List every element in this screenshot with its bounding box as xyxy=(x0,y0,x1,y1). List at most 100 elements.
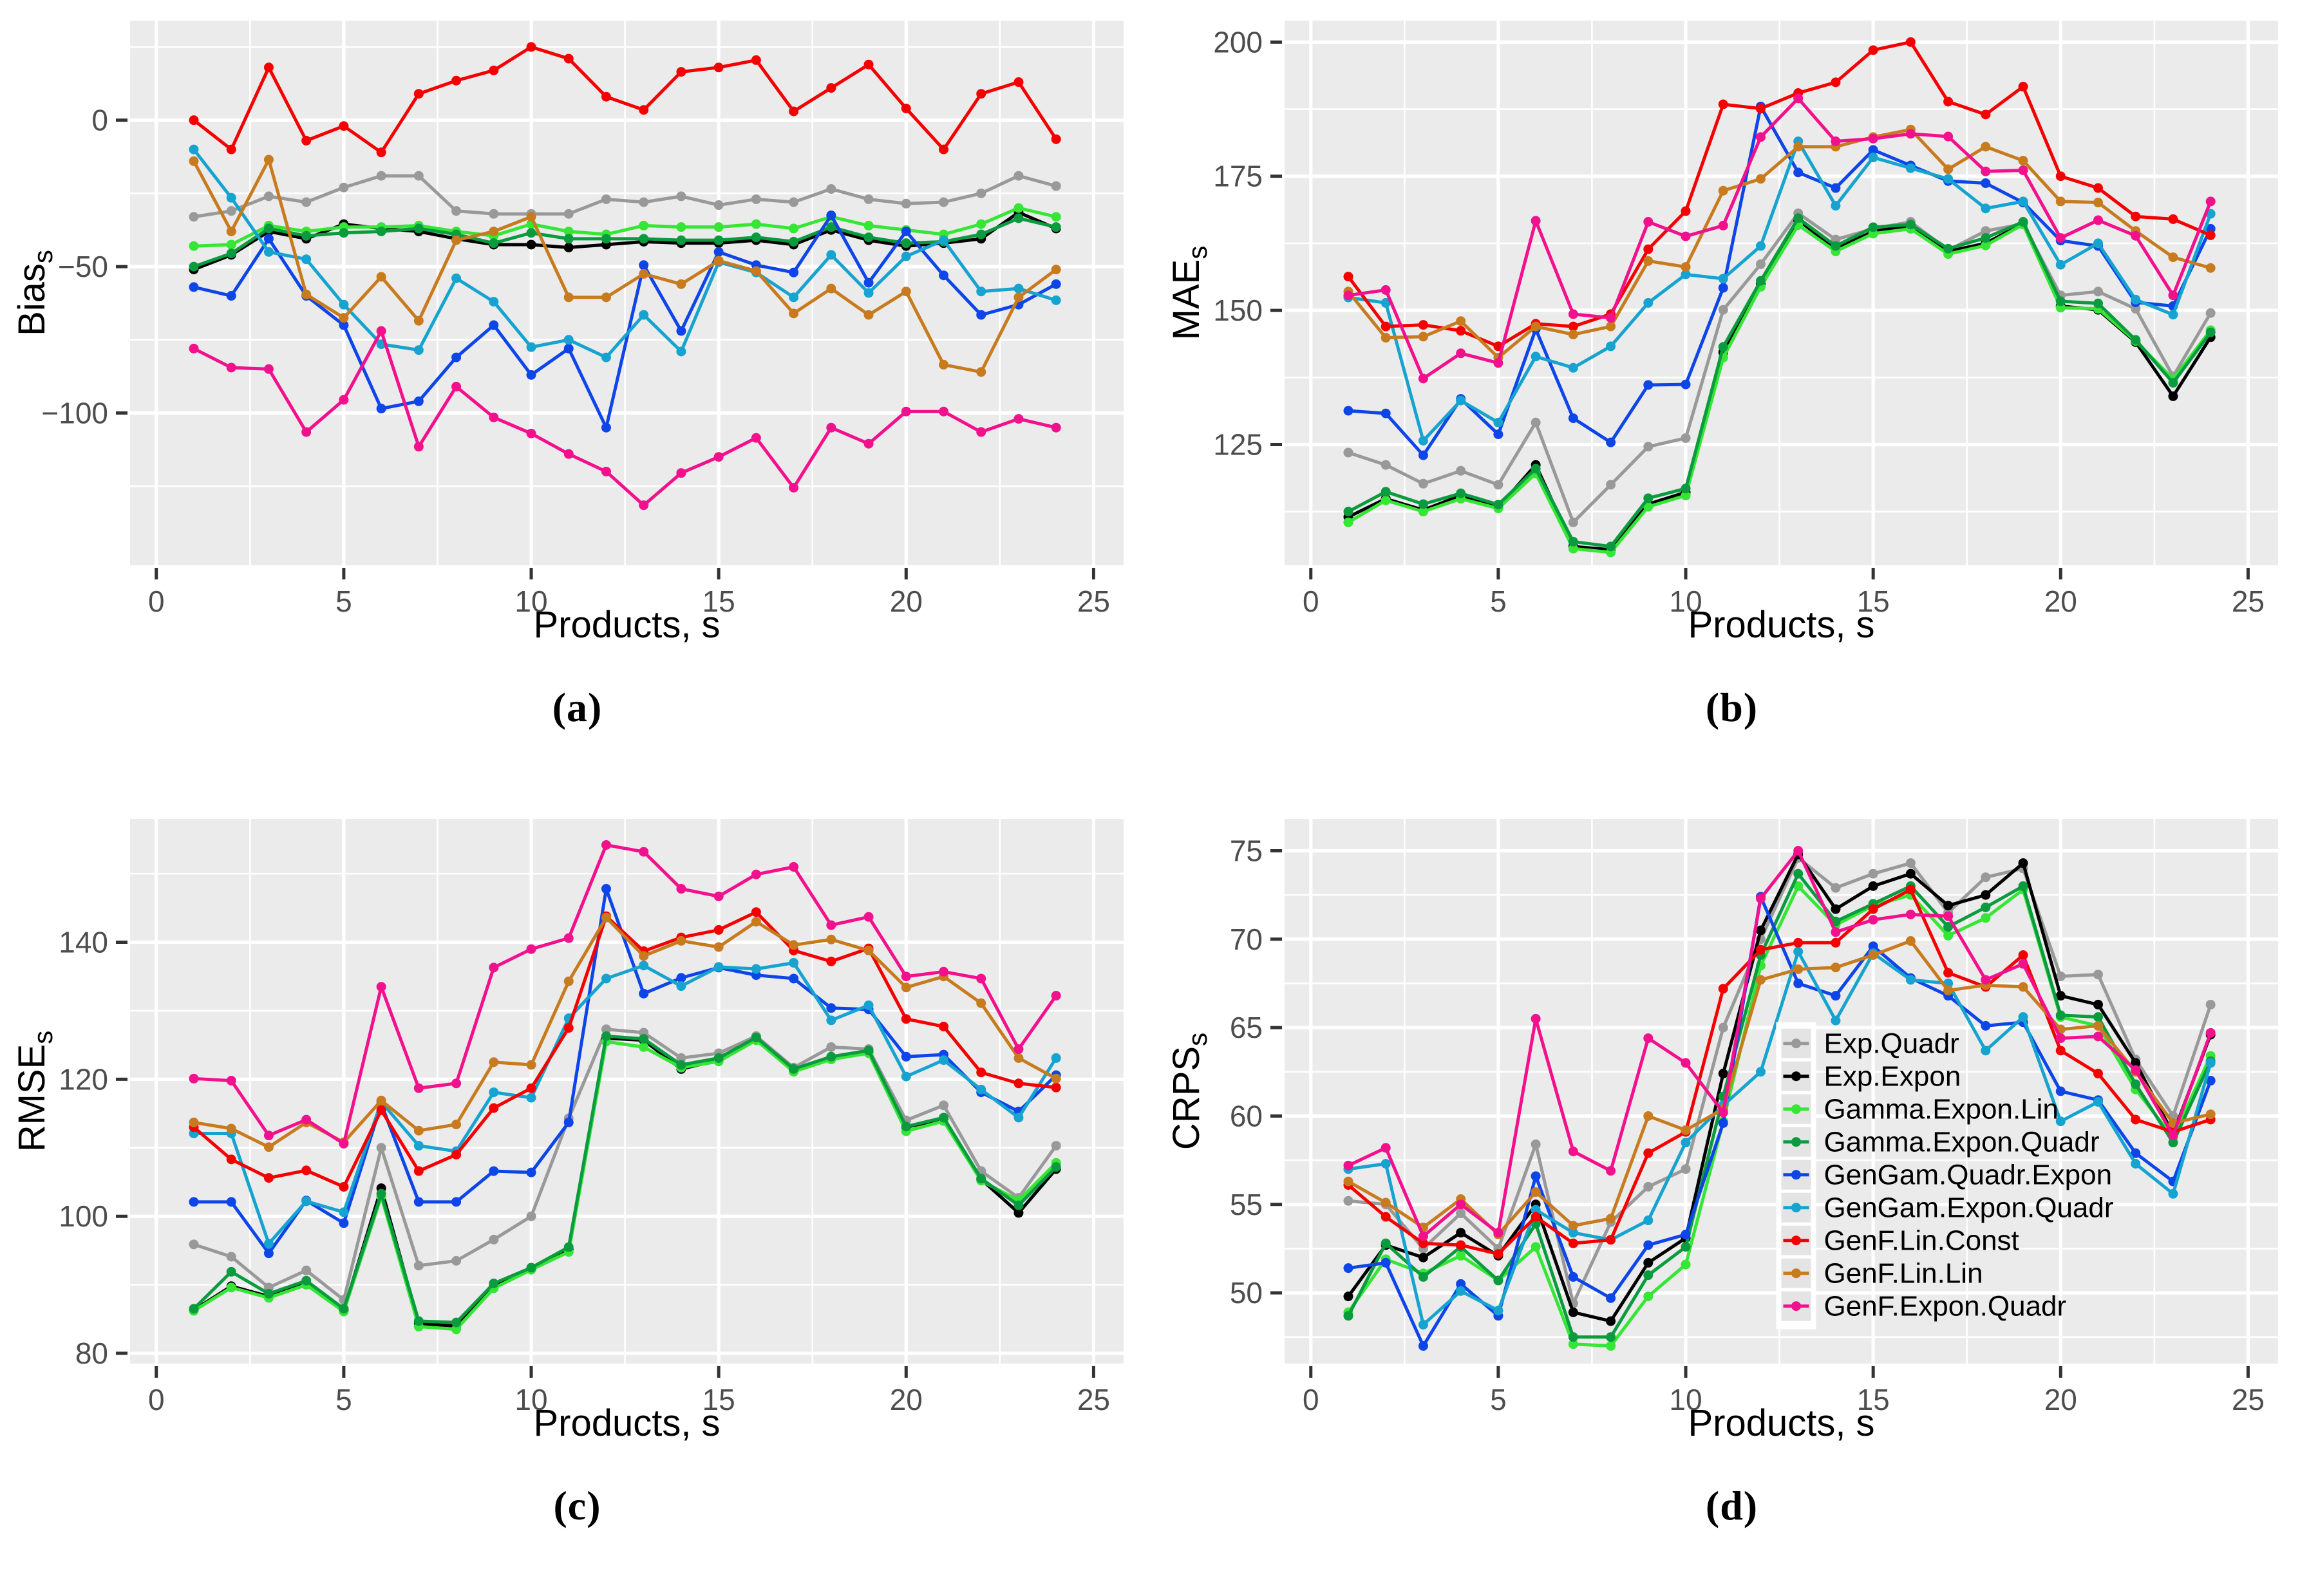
series-point xyxy=(1643,1148,1653,1158)
series-point xyxy=(1343,290,1353,301)
series-point xyxy=(863,288,874,298)
series-point xyxy=(526,228,536,238)
series-point xyxy=(1605,541,1616,552)
series-point xyxy=(2018,196,2028,207)
series-point xyxy=(1343,447,1353,458)
series-point xyxy=(2093,215,2103,225)
series-point xyxy=(338,320,348,330)
series-point xyxy=(188,1304,198,1314)
series-point xyxy=(1381,321,1391,332)
series-point xyxy=(675,1053,686,1063)
series-point xyxy=(938,1021,948,1031)
series-point xyxy=(1013,77,1023,88)
series-point xyxy=(301,1275,311,1286)
axis-ticks xyxy=(115,118,1095,579)
series-point xyxy=(675,346,686,357)
series-line xyxy=(193,213,1057,429)
series-point xyxy=(1493,358,1503,368)
series-point xyxy=(1718,99,1728,109)
series-point xyxy=(488,1087,498,1098)
series-point xyxy=(376,171,386,181)
series-point xyxy=(1051,1082,1061,1093)
series-point xyxy=(863,945,874,955)
series-line xyxy=(193,843,1057,1145)
series-point xyxy=(713,891,724,901)
series-point xyxy=(2167,378,2178,388)
series-point xyxy=(601,1024,611,1035)
series-point xyxy=(601,292,611,303)
series-point xyxy=(563,449,574,459)
series-GenF.Expon.Quadr xyxy=(188,326,1061,511)
series-point xyxy=(1830,136,1840,147)
series-point xyxy=(301,1196,311,1206)
series-line xyxy=(192,45,1057,155)
y-tick-label: −100 xyxy=(41,396,108,429)
series-point xyxy=(975,973,986,984)
series-point xyxy=(1493,417,1503,427)
series-point xyxy=(1830,183,1840,193)
series-point xyxy=(863,277,874,288)
series-point xyxy=(2093,286,2103,297)
series-point xyxy=(1905,909,1916,919)
series-point xyxy=(2055,1033,2066,1044)
series-point xyxy=(1793,142,1803,152)
series-point xyxy=(901,406,911,417)
series-point xyxy=(1830,241,1840,251)
series-point xyxy=(1493,500,1503,510)
y-tick-label: 0 xyxy=(91,104,108,137)
legend-item: Gamma.Expon.Quadr xyxy=(1781,1127,2099,1158)
series-point xyxy=(263,62,274,73)
y-axis-title: Biass xyxy=(11,250,58,336)
panel-b: 0 5 10 15 20 25 200 175 150 125 Products, s MAEs (b… xyxy=(1154,0,2309,798)
series-point xyxy=(2167,310,2178,320)
legend-key-point xyxy=(1791,1235,1801,1246)
series-point xyxy=(638,951,648,961)
series-point xyxy=(338,121,348,131)
series-point xyxy=(1943,174,1953,184)
series-point xyxy=(1905,936,1916,946)
series-point xyxy=(1455,1208,1466,1219)
y-tick-label: 65 xyxy=(1229,1011,1262,1044)
series-point xyxy=(675,222,686,232)
series-point xyxy=(1718,342,1728,352)
series-point xyxy=(1718,305,1728,315)
series-point xyxy=(1531,321,1541,332)
x-tick-label: 10 xyxy=(1669,1383,1702,1416)
series-point xyxy=(2018,858,2028,868)
series-point xyxy=(1013,203,1023,213)
y-tick-label: 55 xyxy=(1229,1188,1262,1221)
series-point xyxy=(563,335,574,345)
series-point xyxy=(1051,1073,1061,1084)
x-tick-label: 25 xyxy=(2231,585,2264,618)
series-point xyxy=(751,232,761,243)
series-point xyxy=(1868,145,1878,155)
series-point xyxy=(1455,1279,1466,1289)
series-point xyxy=(1755,241,1766,251)
series-point xyxy=(2167,1138,2178,1148)
series-point xyxy=(788,106,798,117)
legend-label: Gamma.Expon.Lin xyxy=(1824,1094,2058,1125)
x-tick-label: 20 xyxy=(2044,1383,2077,1416)
series-point xyxy=(1793,881,1803,891)
series-point xyxy=(1681,433,1691,443)
series-point xyxy=(2093,999,2103,1009)
legend-key-point xyxy=(1791,1071,1801,1082)
series-point xyxy=(975,89,986,99)
series-point xyxy=(975,229,986,239)
series-point xyxy=(675,973,686,983)
series-point xyxy=(188,212,198,222)
series-point xyxy=(1013,1078,1023,1089)
series-point xyxy=(1681,1058,1691,1068)
x-tick-label: 0 xyxy=(1302,585,1319,618)
series-point xyxy=(713,235,724,245)
series-point xyxy=(938,1055,948,1066)
series-point xyxy=(488,412,498,422)
series-point xyxy=(825,1051,836,1062)
series-point xyxy=(1531,1212,1541,1222)
legend-key-point xyxy=(1791,1104,1801,1114)
series-point xyxy=(1943,164,1953,174)
series-point xyxy=(1943,243,1953,254)
series-point xyxy=(1793,946,1803,957)
series-point xyxy=(1568,1228,1578,1238)
series-point xyxy=(1343,1176,1353,1187)
